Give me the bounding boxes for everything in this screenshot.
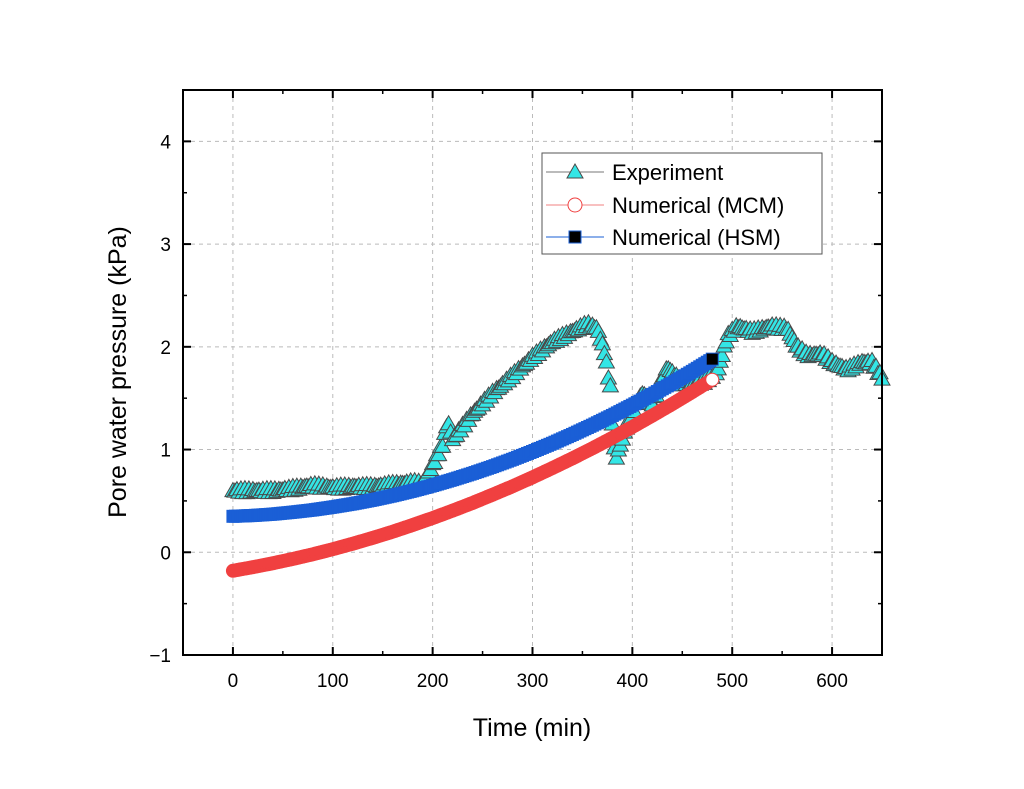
- legend-triangle-icon: [566, 162, 584, 179]
- y-axis-label: Pore water pressure (kPa): [104, 226, 132, 518]
- experiment-point: [601, 376, 620, 393]
- y-tick-label: 4: [160, 132, 171, 153]
- experiment-point: [597, 353, 616, 369]
- x-tick-label: 600: [816, 671, 848, 692]
- x-tick-label: 200: [417, 671, 449, 692]
- x-tick-label: 100: [317, 671, 349, 692]
- y-tick-label: 3: [160, 235, 171, 256]
- mcm-point: [705, 372, 720, 387]
- experiment-point: [607, 449, 626, 465]
- x-tick-label: 0: [228, 671, 239, 692]
- legend-label-mcm: Numerical (MCM): [612, 193, 784, 218]
- y-tick-label: −1: [149, 646, 171, 667]
- ticks: 0 100 200 300 400 500 600 −1 0 1 2 3 4: [149, 90, 883, 692]
- x-tick-label: 400: [617, 671, 649, 692]
- y-tick-label: 1: [160, 441, 171, 462]
- legend-square-icon: [568, 230, 582, 244]
- experiment-point: [429, 445, 448, 462]
- y-tick-label: 2: [160, 338, 171, 359]
- legend: Experiment Numerical (MCM) Numerical (HS…: [541, 152, 823, 255]
- x-tick-label: 500: [716, 671, 748, 692]
- x-axis-label: Time (min): [473, 714, 592, 742]
- legend-circle-icon: [567, 197, 583, 213]
- experiment-point: [425, 453, 444, 470]
- legend-label-experiment: Experiment: [612, 160, 723, 185]
- x-tick-label: 300: [517, 671, 549, 692]
- series-layer: [224, 313, 891, 578]
- legend-label-hsm: Numerical (HSM): [612, 225, 781, 250]
- hsm-point: [705, 352, 719, 366]
- experiment-point: [709, 359, 728, 376]
- y-tick-label: 0: [160, 543, 171, 564]
